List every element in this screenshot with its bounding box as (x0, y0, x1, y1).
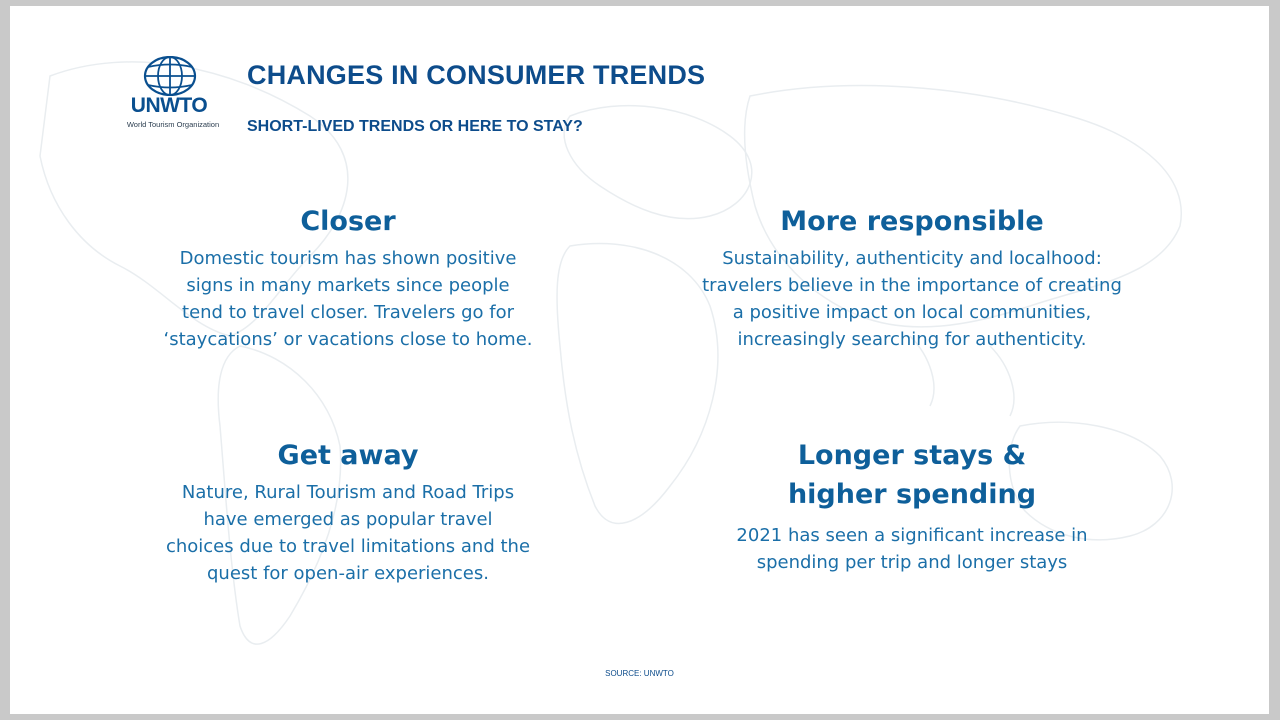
trend-heading: Closer (300, 206, 396, 237)
trend-more-responsible: More responsible Sustainability, authent… (672, 202, 1152, 353)
trend-body: Domestic tourism has shown positive sign… (163, 248, 533, 350)
trend-body: 2021 has seen a significant increase in … (736, 525, 1088, 573)
logo-subtitle: World Tourism Organization (126, 120, 220, 129)
trend-body: Sustainability, authenticity and localho… (702, 248, 1122, 350)
unwto-logo: UNWTO World Tourism Organization (123, 56, 223, 138)
slide: UNWTO World Tourism Organization CHANGES… (10, 6, 1269, 714)
trend-body: Nature, Rural Tourism and Road Trips hav… (165, 482, 531, 584)
trend-heading: Get away (277, 440, 419, 471)
page-subtitle: SHORT-LIVED TRENDS OR HERE TO STAY? (247, 118, 583, 135)
source-note: SOURCE: UNWTO (605, 669, 674, 678)
globe-icon (143, 56, 197, 96)
trend-heading: More responsible (780, 206, 1044, 237)
trend-closer: Closer Domestic tourism has shown positi… (138, 202, 558, 353)
trend-longer-stays: Longer stays & higher spending 2021 has … (682, 436, 1142, 576)
logo-wordmark: UNWTO (130, 94, 208, 117)
trend-heading: Longer stays & higher spending (787, 440, 1037, 510)
trend-get-away: Get away Nature, Rural Tourism and Road … (138, 436, 558, 587)
page-title: CHANGES IN CONSUMER TRENDS (247, 60, 706, 90)
world-map-background (39, 61, 1182, 645)
